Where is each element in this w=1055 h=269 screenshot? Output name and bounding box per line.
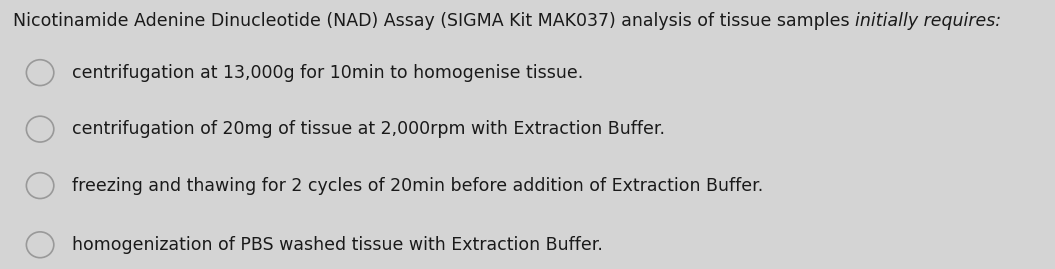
Text: homogenization of PBS washed tissue with Extraction Buffer.: homogenization of PBS washed tissue with… xyxy=(72,236,602,254)
Text: initially requires:: initially requires: xyxy=(855,12,1001,30)
Text: centrifugation of 20mg of tissue at 2,000rpm with Extraction Buffer.: centrifugation of 20mg of tissue at 2,00… xyxy=(72,120,665,138)
Text: centrifugation at 13,000g for 10min to homogenise tissue.: centrifugation at 13,000g for 10min to h… xyxy=(72,64,583,82)
Text: Nicotinamide Adenine Dinucleotide (NAD) Assay (SIGMA Kit MAK037) analysis of tis: Nicotinamide Adenine Dinucleotide (NAD) … xyxy=(13,12,855,30)
Text: freezing and thawing for 2 cycles of 20min before addition of Extraction Buffer.: freezing and thawing for 2 cycles of 20m… xyxy=(72,177,763,194)
